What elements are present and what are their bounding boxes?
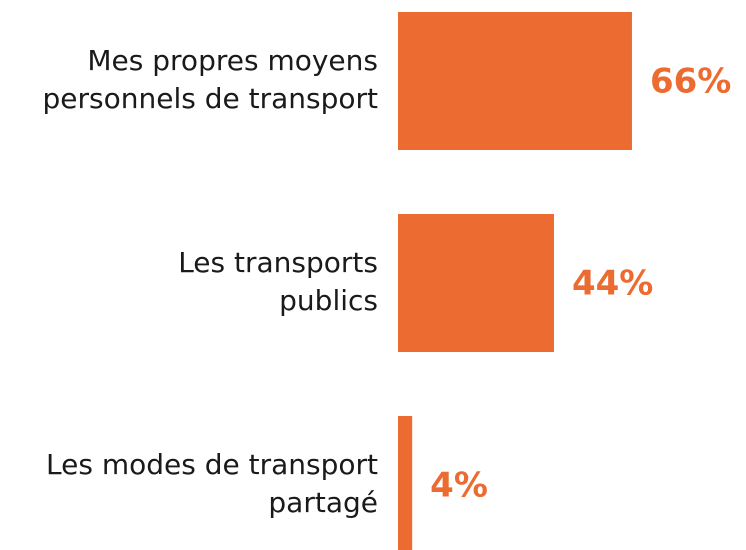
value-label: 44% xyxy=(572,264,653,304)
bar xyxy=(398,214,554,352)
category-label: Les transports xyxy=(178,246,378,279)
category-label: partagé xyxy=(268,486,378,519)
category-label: personnels de transport xyxy=(43,82,379,115)
bar xyxy=(398,416,413,550)
value-label: 4% xyxy=(430,466,488,506)
category-label: publics xyxy=(279,284,378,317)
category-label: Mes propres moyens xyxy=(87,44,378,77)
category-label: Les modes de transport xyxy=(46,448,378,481)
value-label: 66% xyxy=(650,62,731,102)
bar xyxy=(398,12,632,150)
